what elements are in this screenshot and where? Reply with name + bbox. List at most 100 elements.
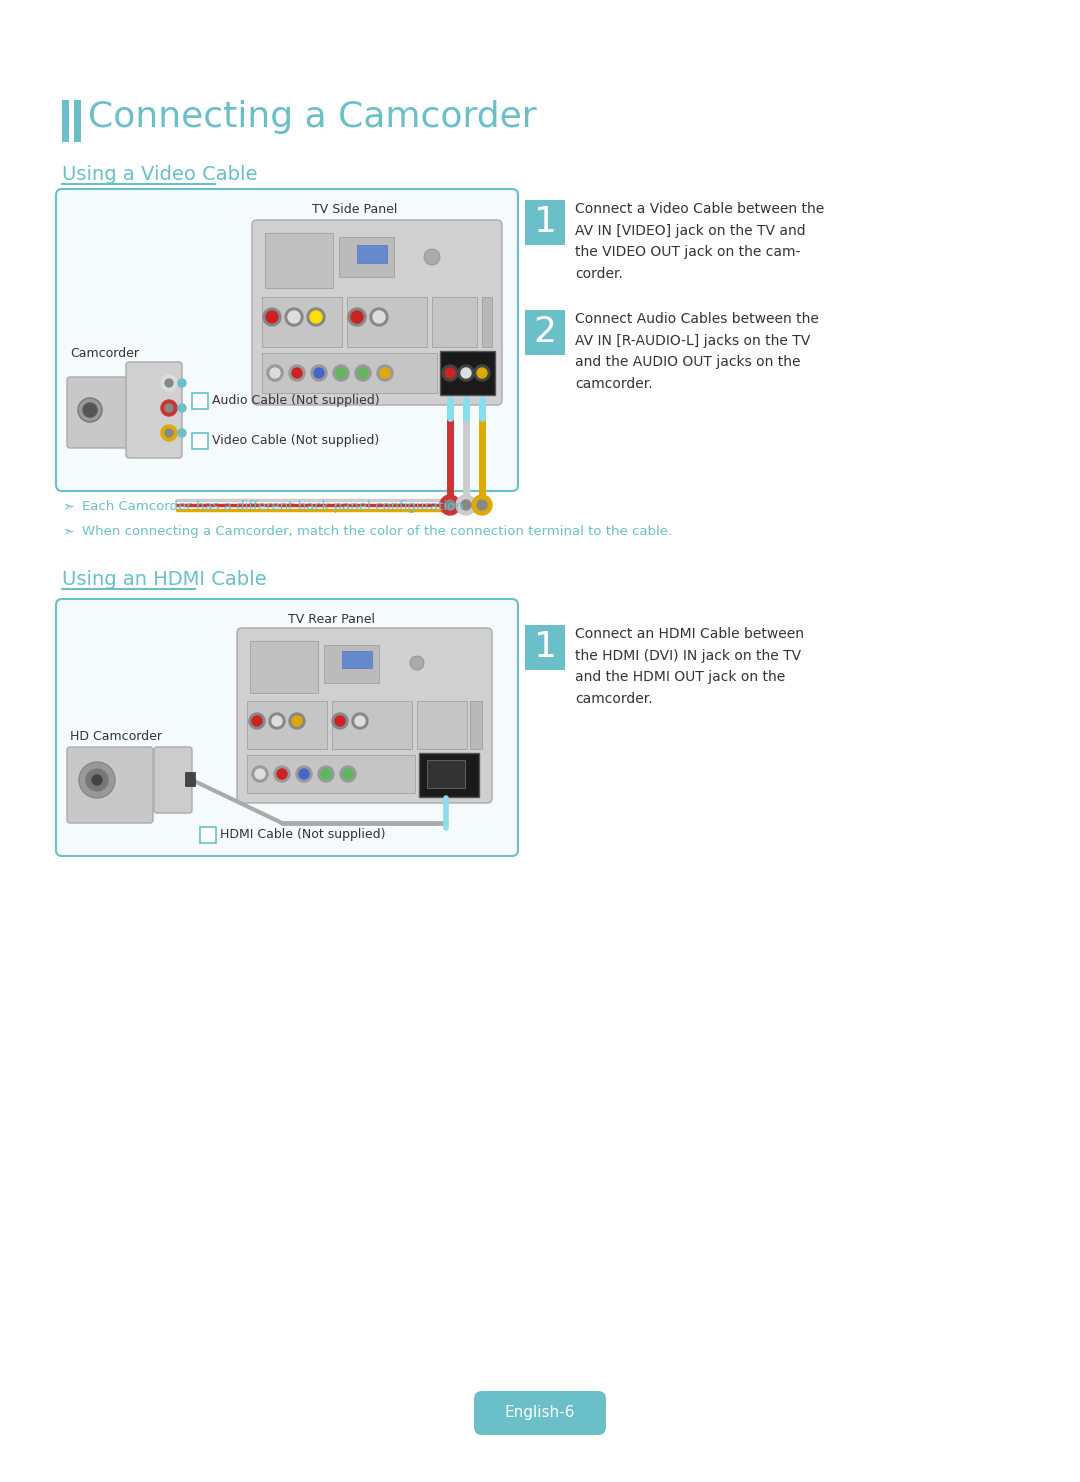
Circle shape <box>335 716 345 726</box>
Bar <box>357 245 387 262</box>
Text: 2: 2 <box>197 394 204 408</box>
Text: ➣: ➣ <box>62 499 73 514</box>
Circle shape <box>351 311 363 323</box>
Circle shape <box>307 308 325 326</box>
Bar <box>62 99 69 142</box>
Text: 2: 2 <box>534 316 556 348</box>
Circle shape <box>252 766 268 782</box>
Circle shape <box>472 495 492 516</box>
Bar <box>347 296 427 347</box>
Circle shape <box>440 495 460 516</box>
Circle shape <box>333 365 349 381</box>
Bar <box>185 772 195 785</box>
Text: HD Camcorder: HD Camcorder <box>70 731 162 742</box>
Circle shape <box>161 375 177 391</box>
FancyBboxPatch shape <box>67 747 153 823</box>
Circle shape <box>83 403 97 416</box>
Text: When connecting a Camcorder, match the color of the connection terminal to the c: When connecting a Camcorder, match the c… <box>82 525 672 538</box>
Circle shape <box>310 311 322 323</box>
Text: English-6: English-6 <box>504 1405 576 1421</box>
Circle shape <box>474 365 490 381</box>
FancyBboxPatch shape <box>67 376 129 448</box>
FancyBboxPatch shape <box>56 599 518 857</box>
Circle shape <box>288 311 300 323</box>
Circle shape <box>162 402 176 415</box>
Circle shape <box>165 379 173 387</box>
Bar <box>427 760 465 788</box>
Circle shape <box>311 365 327 381</box>
Text: Connect a Video Cable between the
AV IN [VIDEO] jack on the TV and
the VIDEO OUT: Connect a Video Cable between the AV IN … <box>575 202 824 282</box>
Bar <box>265 233 333 288</box>
Circle shape <box>162 376 176 390</box>
Circle shape <box>299 769 309 780</box>
Circle shape <box>332 713 348 729</box>
Circle shape <box>456 495 476 516</box>
Bar <box>192 433 208 449</box>
Circle shape <box>79 762 114 797</box>
Text: Connect Audio Cables between the
AV IN [R-AUDIO-L] jacks on the TV
and the AUDIO: Connect Audio Cables between the AV IN [… <box>575 313 819 391</box>
Bar <box>247 701 327 748</box>
Text: TV Rear Panel: TV Rear Panel <box>288 614 376 625</box>
Circle shape <box>264 308 281 326</box>
Bar <box>417 701 467 748</box>
Circle shape <box>165 428 173 437</box>
Text: Connecting a Camcorder: Connecting a Camcorder <box>87 99 537 133</box>
Circle shape <box>178 405 186 412</box>
Bar <box>525 625 565 670</box>
Circle shape <box>477 368 487 378</box>
Text: TV Side Panel: TV Side Panel <box>312 203 397 216</box>
Circle shape <box>314 368 324 378</box>
Circle shape <box>380 368 390 378</box>
Circle shape <box>270 368 280 378</box>
Circle shape <box>343 769 353 780</box>
Bar <box>75 99 81 142</box>
Text: 1: 1 <box>534 205 556 239</box>
Bar <box>262 296 342 347</box>
Circle shape <box>355 716 365 726</box>
Circle shape <box>276 769 287 780</box>
Circle shape <box>161 400 177 416</box>
Text: HDMI Cable (Not supplied): HDMI Cable (Not supplied) <box>220 828 386 840</box>
Bar <box>342 651 372 668</box>
Circle shape <box>255 769 265 780</box>
Bar <box>324 645 379 683</box>
Bar <box>192 393 208 409</box>
Circle shape <box>373 311 384 323</box>
Circle shape <box>357 368 368 378</box>
Text: 1: 1 <box>204 828 212 840</box>
Circle shape <box>267 365 283 381</box>
Bar <box>440 351 495 396</box>
Bar <box>200 827 216 843</box>
Text: Camcorder: Camcorder <box>70 347 139 360</box>
Text: 1: 1 <box>534 630 556 664</box>
Circle shape <box>318 766 334 782</box>
Bar <box>470 701 482 748</box>
Circle shape <box>410 657 424 670</box>
Circle shape <box>461 499 471 510</box>
Circle shape <box>162 425 176 440</box>
Bar <box>432 296 477 347</box>
Bar <box>482 296 492 347</box>
Circle shape <box>178 428 186 437</box>
Circle shape <box>252 716 262 726</box>
Text: Each Camcorder has a different back panel configuration.: Each Camcorder has a different back pane… <box>82 499 468 513</box>
Bar <box>262 353 437 393</box>
FancyBboxPatch shape <box>237 628 492 803</box>
Circle shape <box>321 769 330 780</box>
Text: Using an HDMI Cable: Using an HDMI Cable <box>62 571 267 588</box>
Circle shape <box>477 499 487 510</box>
Bar <box>332 701 411 748</box>
Circle shape <box>424 249 440 265</box>
Bar <box>247 754 415 793</box>
Circle shape <box>274 766 291 782</box>
Text: Connect an HDMI Cable between
the HDMI (DVI) IN jack on the TV
and the HDMI OUT : Connect an HDMI Cable between the HDMI (… <box>575 627 804 705</box>
Circle shape <box>165 428 173 437</box>
Circle shape <box>165 405 173 412</box>
Circle shape <box>292 368 302 378</box>
Circle shape <box>165 405 173 412</box>
Text: Audio Cable (Not supplied): Audio Cable (Not supplied) <box>212 394 380 408</box>
FancyBboxPatch shape <box>474 1392 606 1435</box>
Bar <box>339 237 394 277</box>
Circle shape <box>165 379 173 387</box>
Circle shape <box>78 399 102 422</box>
